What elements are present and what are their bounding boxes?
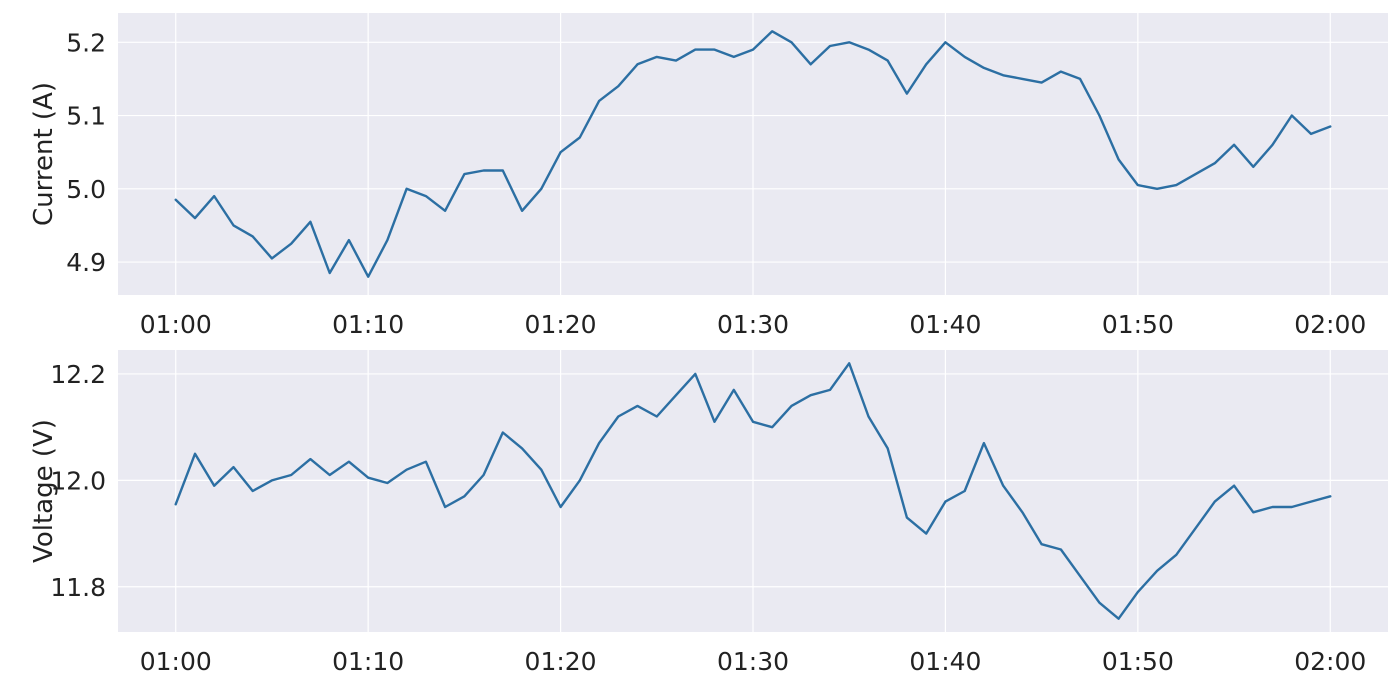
x-tick-label: 01:50 bbox=[1102, 647, 1174, 676]
y-axis-label: Current (A) bbox=[29, 82, 59, 226]
y-tick-label: 12.0 bbox=[50, 466, 106, 495]
y-axis-label: Voltage (V) bbox=[29, 419, 59, 563]
subplot-2: 01:00 01:10 01:20 01:30 01:40 01:50 02:00 11.8 1… bbox=[29, 350, 1388, 676]
series-line bbox=[174, 362, 1332, 620]
y-tick-label: 5.1 bbox=[66, 102, 106, 131]
y-tick-label: 11.8 bbox=[50, 573, 106, 602]
y-tick-label: 4.9 bbox=[66, 248, 106, 277]
x-tick-label: 01:20 bbox=[525, 647, 597, 676]
x-tick-label: 01:50 bbox=[1102, 310, 1174, 339]
x-tick-label: 01:00 bbox=[140, 310, 212, 339]
x-tick-label: 01:40 bbox=[909, 647, 981, 676]
x-tick-label: 02:00 bbox=[1294, 647, 1366, 676]
y-tick-label: 12.2 bbox=[50, 360, 106, 389]
x-tick-label: 01:40 bbox=[909, 310, 981, 339]
y-tick-label: 5.2 bbox=[66, 28, 106, 57]
y-tick-label: 5.0 bbox=[66, 175, 106, 204]
series-line bbox=[174, 30, 1332, 278]
x-tick-label: 01:10 bbox=[332, 310, 404, 339]
x-tick-label: 01:10 bbox=[332, 647, 404, 676]
subplot-1: 01:00 01:10 01:20 01:30 01:40 01:50 02:00 4.9 5.… bbox=[29, 13, 1388, 339]
x-tick-label: 01:30 bbox=[717, 647, 789, 676]
x-tick-label: 01:00 bbox=[140, 647, 212, 676]
x-tick-label: 01:20 bbox=[525, 310, 597, 339]
x-tick-label: 01:30 bbox=[717, 310, 789, 339]
x-tick-label: 02:00 bbox=[1294, 310, 1366, 339]
